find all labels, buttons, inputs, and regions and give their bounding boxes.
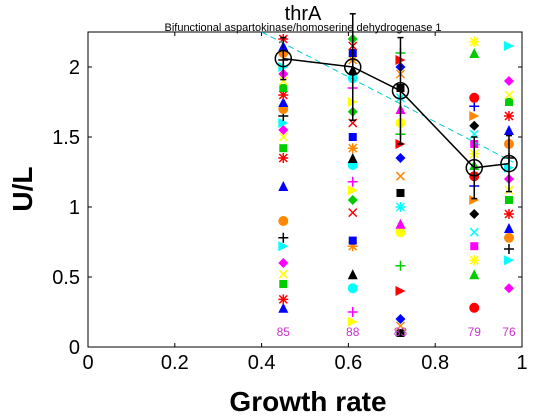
mean-point xyxy=(274,49,293,68)
data-point xyxy=(503,232,514,243)
data-point xyxy=(347,241,358,252)
data-point xyxy=(278,181,289,191)
data-point xyxy=(395,286,406,296)
mean-point xyxy=(343,58,362,76)
data-point xyxy=(469,92,480,103)
data-point xyxy=(395,218,406,229)
data-point xyxy=(396,189,405,197)
mean-point xyxy=(500,154,518,173)
y-tick-label: 2 xyxy=(69,57,80,79)
data-point xyxy=(278,232,289,243)
data-point xyxy=(347,307,358,317)
data-point xyxy=(395,171,406,181)
data-point xyxy=(395,260,406,271)
data-point xyxy=(279,144,288,153)
data-point xyxy=(278,258,289,268)
data-point xyxy=(347,283,358,294)
data-point xyxy=(503,209,514,219)
y-tick-label: 0.5 xyxy=(52,267,80,289)
x-tick-label: 0.8 xyxy=(421,352,449,374)
data-point xyxy=(503,255,514,266)
data-point xyxy=(278,153,289,163)
y-tick-label: 0 xyxy=(69,337,80,359)
plot-frame xyxy=(87,31,523,348)
group-count-label: 88 xyxy=(346,325,360,339)
data-point xyxy=(503,283,514,294)
data-point xyxy=(503,41,514,51)
fit-line xyxy=(261,31,514,163)
data-point xyxy=(347,269,358,280)
data-point xyxy=(395,153,406,163)
data-point xyxy=(395,321,406,331)
data-point xyxy=(347,195,358,205)
data-point xyxy=(469,209,480,219)
y-tick-label: 1 xyxy=(69,197,80,219)
data-point xyxy=(395,227,406,238)
data-point xyxy=(278,132,288,142)
group-count-label: 85 xyxy=(277,325,291,339)
data-point xyxy=(278,294,289,305)
data-point xyxy=(469,302,480,313)
mean-point xyxy=(465,159,484,177)
data-point xyxy=(469,111,480,121)
y-tick-label: 1.5 xyxy=(52,127,80,149)
data-point xyxy=(278,90,289,100)
group-count-label: 76 xyxy=(502,325,516,339)
data-group xyxy=(469,36,480,313)
data-group xyxy=(395,48,406,337)
data-point xyxy=(278,302,289,313)
data-point xyxy=(347,185,358,196)
data-point xyxy=(503,244,514,254)
data-point xyxy=(279,280,288,288)
group-count-label: 79 xyxy=(468,325,482,339)
mean-point xyxy=(391,82,410,100)
x-axis-title: Growth rate xyxy=(229,386,386,417)
data-point xyxy=(469,255,480,266)
x-tick-label: 0.4 xyxy=(248,352,276,374)
data-point xyxy=(469,120,480,131)
data-point xyxy=(347,153,358,163)
x-tick-label: 1 xyxy=(516,352,527,374)
y-axis-title: U/L xyxy=(7,166,38,211)
data-point xyxy=(395,202,406,212)
data-point xyxy=(278,125,289,135)
data-point xyxy=(469,101,480,112)
data-point xyxy=(278,216,289,226)
data-point xyxy=(504,196,513,204)
chart-title: thrA xyxy=(285,3,322,25)
data-point xyxy=(347,316,358,327)
data-point xyxy=(278,118,289,128)
data-point xyxy=(504,90,514,100)
group-count-label: 83 xyxy=(394,325,408,339)
data-point xyxy=(503,111,514,121)
data-point xyxy=(348,133,357,141)
data-point xyxy=(469,227,479,237)
x-tick-label: 0.6 xyxy=(334,352,362,374)
data-point xyxy=(470,242,479,251)
data-point xyxy=(503,125,514,135)
data-point xyxy=(348,208,358,218)
data-point xyxy=(395,314,406,324)
data-point xyxy=(396,329,405,337)
data-point xyxy=(469,36,480,47)
data-point xyxy=(503,223,514,233)
data-point xyxy=(469,48,480,58)
plot-area: 0 0.2 0.4 0.6 0.8 1 0 0.5 1 1.5 2 85 88 83 79 76 xyxy=(52,13,528,374)
data-point xyxy=(278,241,289,252)
data-point xyxy=(469,269,480,280)
data-point xyxy=(348,236,357,245)
data-point xyxy=(347,176,358,187)
data-point xyxy=(469,195,480,205)
data-point xyxy=(278,76,288,86)
data-point xyxy=(504,98,513,106)
x-tick-label: 0.2 xyxy=(161,352,189,374)
data-point xyxy=(347,143,358,154)
data-point xyxy=(278,97,289,107)
chart-subtitle: Bifunctional aspartokinase/homoserine de… xyxy=(164,22,441,34)
data-point xyxy=(503,76,514,86)
data-point xyxy=(279,84,288,92)
data-point xyxy=(278,269,288,279)
x-tick-label: 0 xyxy=(82,352,93,374)
